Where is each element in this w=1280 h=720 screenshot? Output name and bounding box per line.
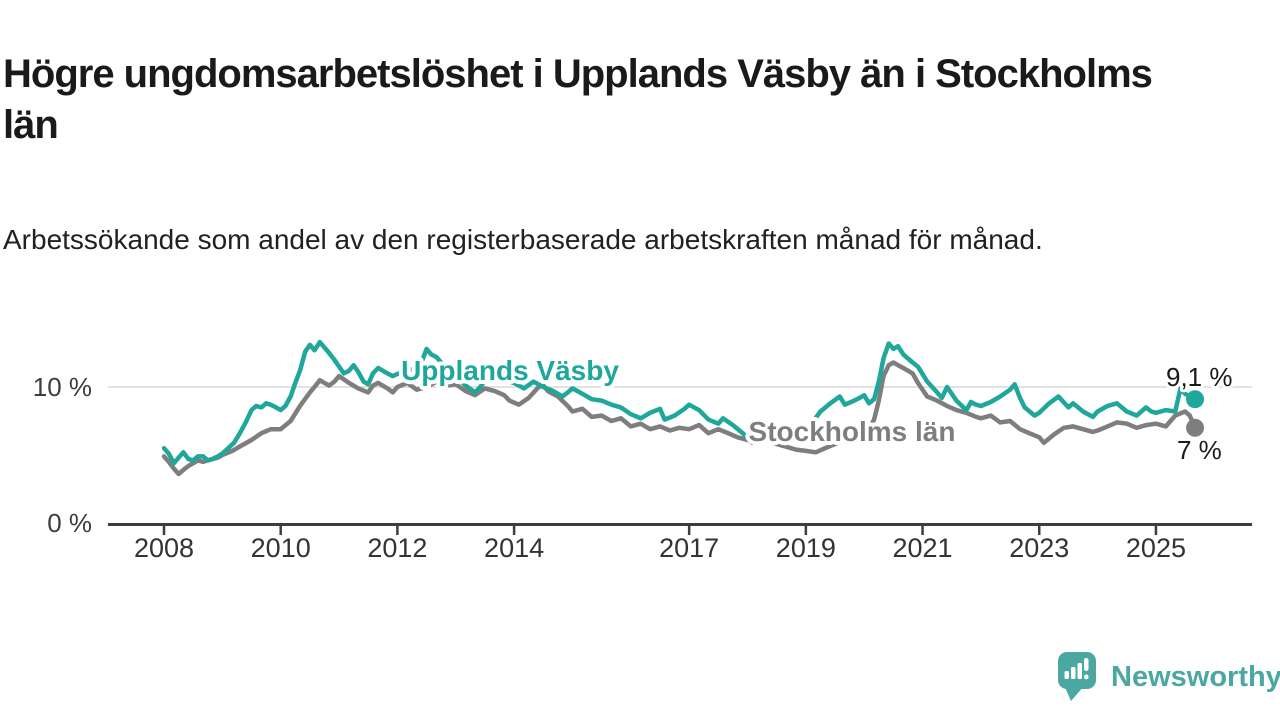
page-title: Högre ungdomsarbetslöshet i Upplands Väs… [3,51,1153,147]
series-line-upplands-vasby [161,339,1198,466]
end-dot-upplands-vasby [1186,390,1205,409]
page-subtitle: Arbetssökande som andel av den registerb… [3,224,1043,255]
x-tick-label-2025: 2025 [1126,533,1186,563]
y-tick-label-10: 10 % [33,372,92,402]
x-tick-label-2017: 2017 [659,533,719,563]
x-tick-label-2008: 2008 [134,533,194,563]
x-tick-label-2012: 2012 [367,533,427,563]
end-dot-stockholms-lan [1186,418,1205,437]
series-line-stockholms-lan [161,360,1198,477]
newsworthy-brand: Newsworthy [1056,648,1280,706]
x-tick-label-2019: 2019 [776,533,836,563]
x-tick-label-2014: 2014 [484,533,544,563]
y-tick-label-0: 0 % [47,508,92,538]
x-tick-label-2023: 2023 [1009,533,1069,563]
x-tick-label-2021: 2021 [893,533,953,563]
series-label-upplands-vasby: Upplands Väsby [401,355,619,386]
series-label-stockholms-lan: Stockholms län [749,416,956,447]
end-value-label-upplands-vasby: 9,1 % [1166,362,1233,392]
x-tick-label-2010: 2010 [251,533,311,563]
newsworthy-brand-name: Newsworthy [1111,661,1280,693]
end-value-label-stockholms-lan: 7 % [1177,435,1222,465]
newsworthy-logo-icon [1058,652,1096,701]
